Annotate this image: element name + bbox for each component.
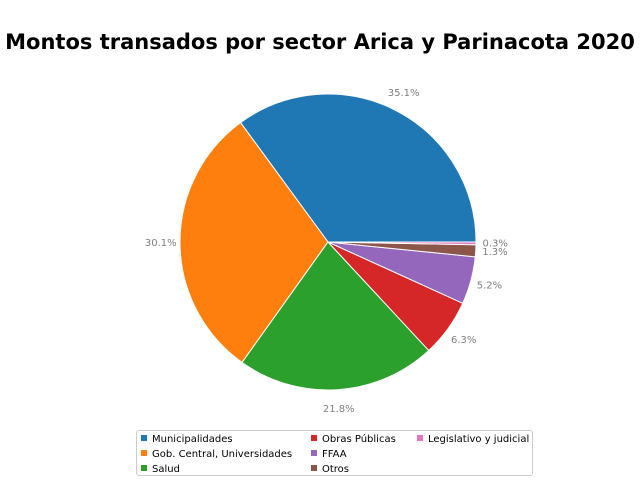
pie-label-1: 35.1% bbox=[388, 88, 420, 99]
legend-swatch bbox=[417, 435, 423, 441]
legend-item: Legislativo y judicial bbox=[417, 434, 529, 446]
legend-label: Salud bbox=[152, 464, 180, 475]
pie-labels: 35.1% 30.1% 21.8% 6.3% 5.2% 1.3%0.3% bbox=[145, 88, 508, 415]
legend-item: Obras Públicas bbox=[311, 434, 396, 446]
legend-item: Salud bbox=[141, 464, 180, 476]
legend-item: FFAA bbox=[311, 449, 347, 461]
pie-slice-1 bbox=[239, 93, 477, 243]
pie-slices bbox=[179, 93, 477, 391]
pie-label-3: 21.8% bbox=[323, 404, 355, 415]
pie-slice-3 bbox=[241, 241, 430, 391]
legend-swatch bbox=[141, 435, 147, 441]
legend-label: Legislativo y judicial bbox=[428, 434, 530, 445]
pie-label-5: 5.2% bbox=[477, 281, 502, 292]
legend-swatch bbox=[311, 435, 317, 441]
legend-label: Gob. Central, Universidades bbox=[152, 449, 293, 460]
legend-label: Otros bbox=[322, 464, 350, 475]
legend-label: Municipalidades bbox=[152, 434, 233, 445]
chart-title: Montos transados por sector Arica y Pari… bbox=[5, 30, 635, 54]
legend-swatch bbox=[311, 465, 317, 471]
legend-label: Obras Públicas bbox=[322, 434, 396, 445]
chart-legend: Municipalidades Gob. Central, Universidad… bbox=[136, 430, 533, 476]
legend-item: Municipalidades bbox=[141, 434, 233, 446]
legend-swatch bbox=[311, 450, 317, 456]
pie-label-4: 6.3% bbox=[451, 335, 476, 346]
pie-slice-7 bbox=[327, 241, 477, 246]
legend-item: Gob. Central, Universidades bbox=[141, 449, 292, 461]
legend-swatch bbox=[141, 465, 147, 471]
pie-label-6: 1.3% bbox=[482, 247, 507, 258]
pie-slice-2 bbox=[179, 121, 329, 364]
legend-item: Otros bbox=[311, 464, 349, 476]
pie-label-2: 30.1% bbox=[145, 238, 177, 249]
legend-swatch bbox=[141, 450, 147, 456]
legend-label: FFAA bbox=[322, 449, 347, 460]
pie-label-7: 0.3% bbox=[483, 239, 508, 250]
